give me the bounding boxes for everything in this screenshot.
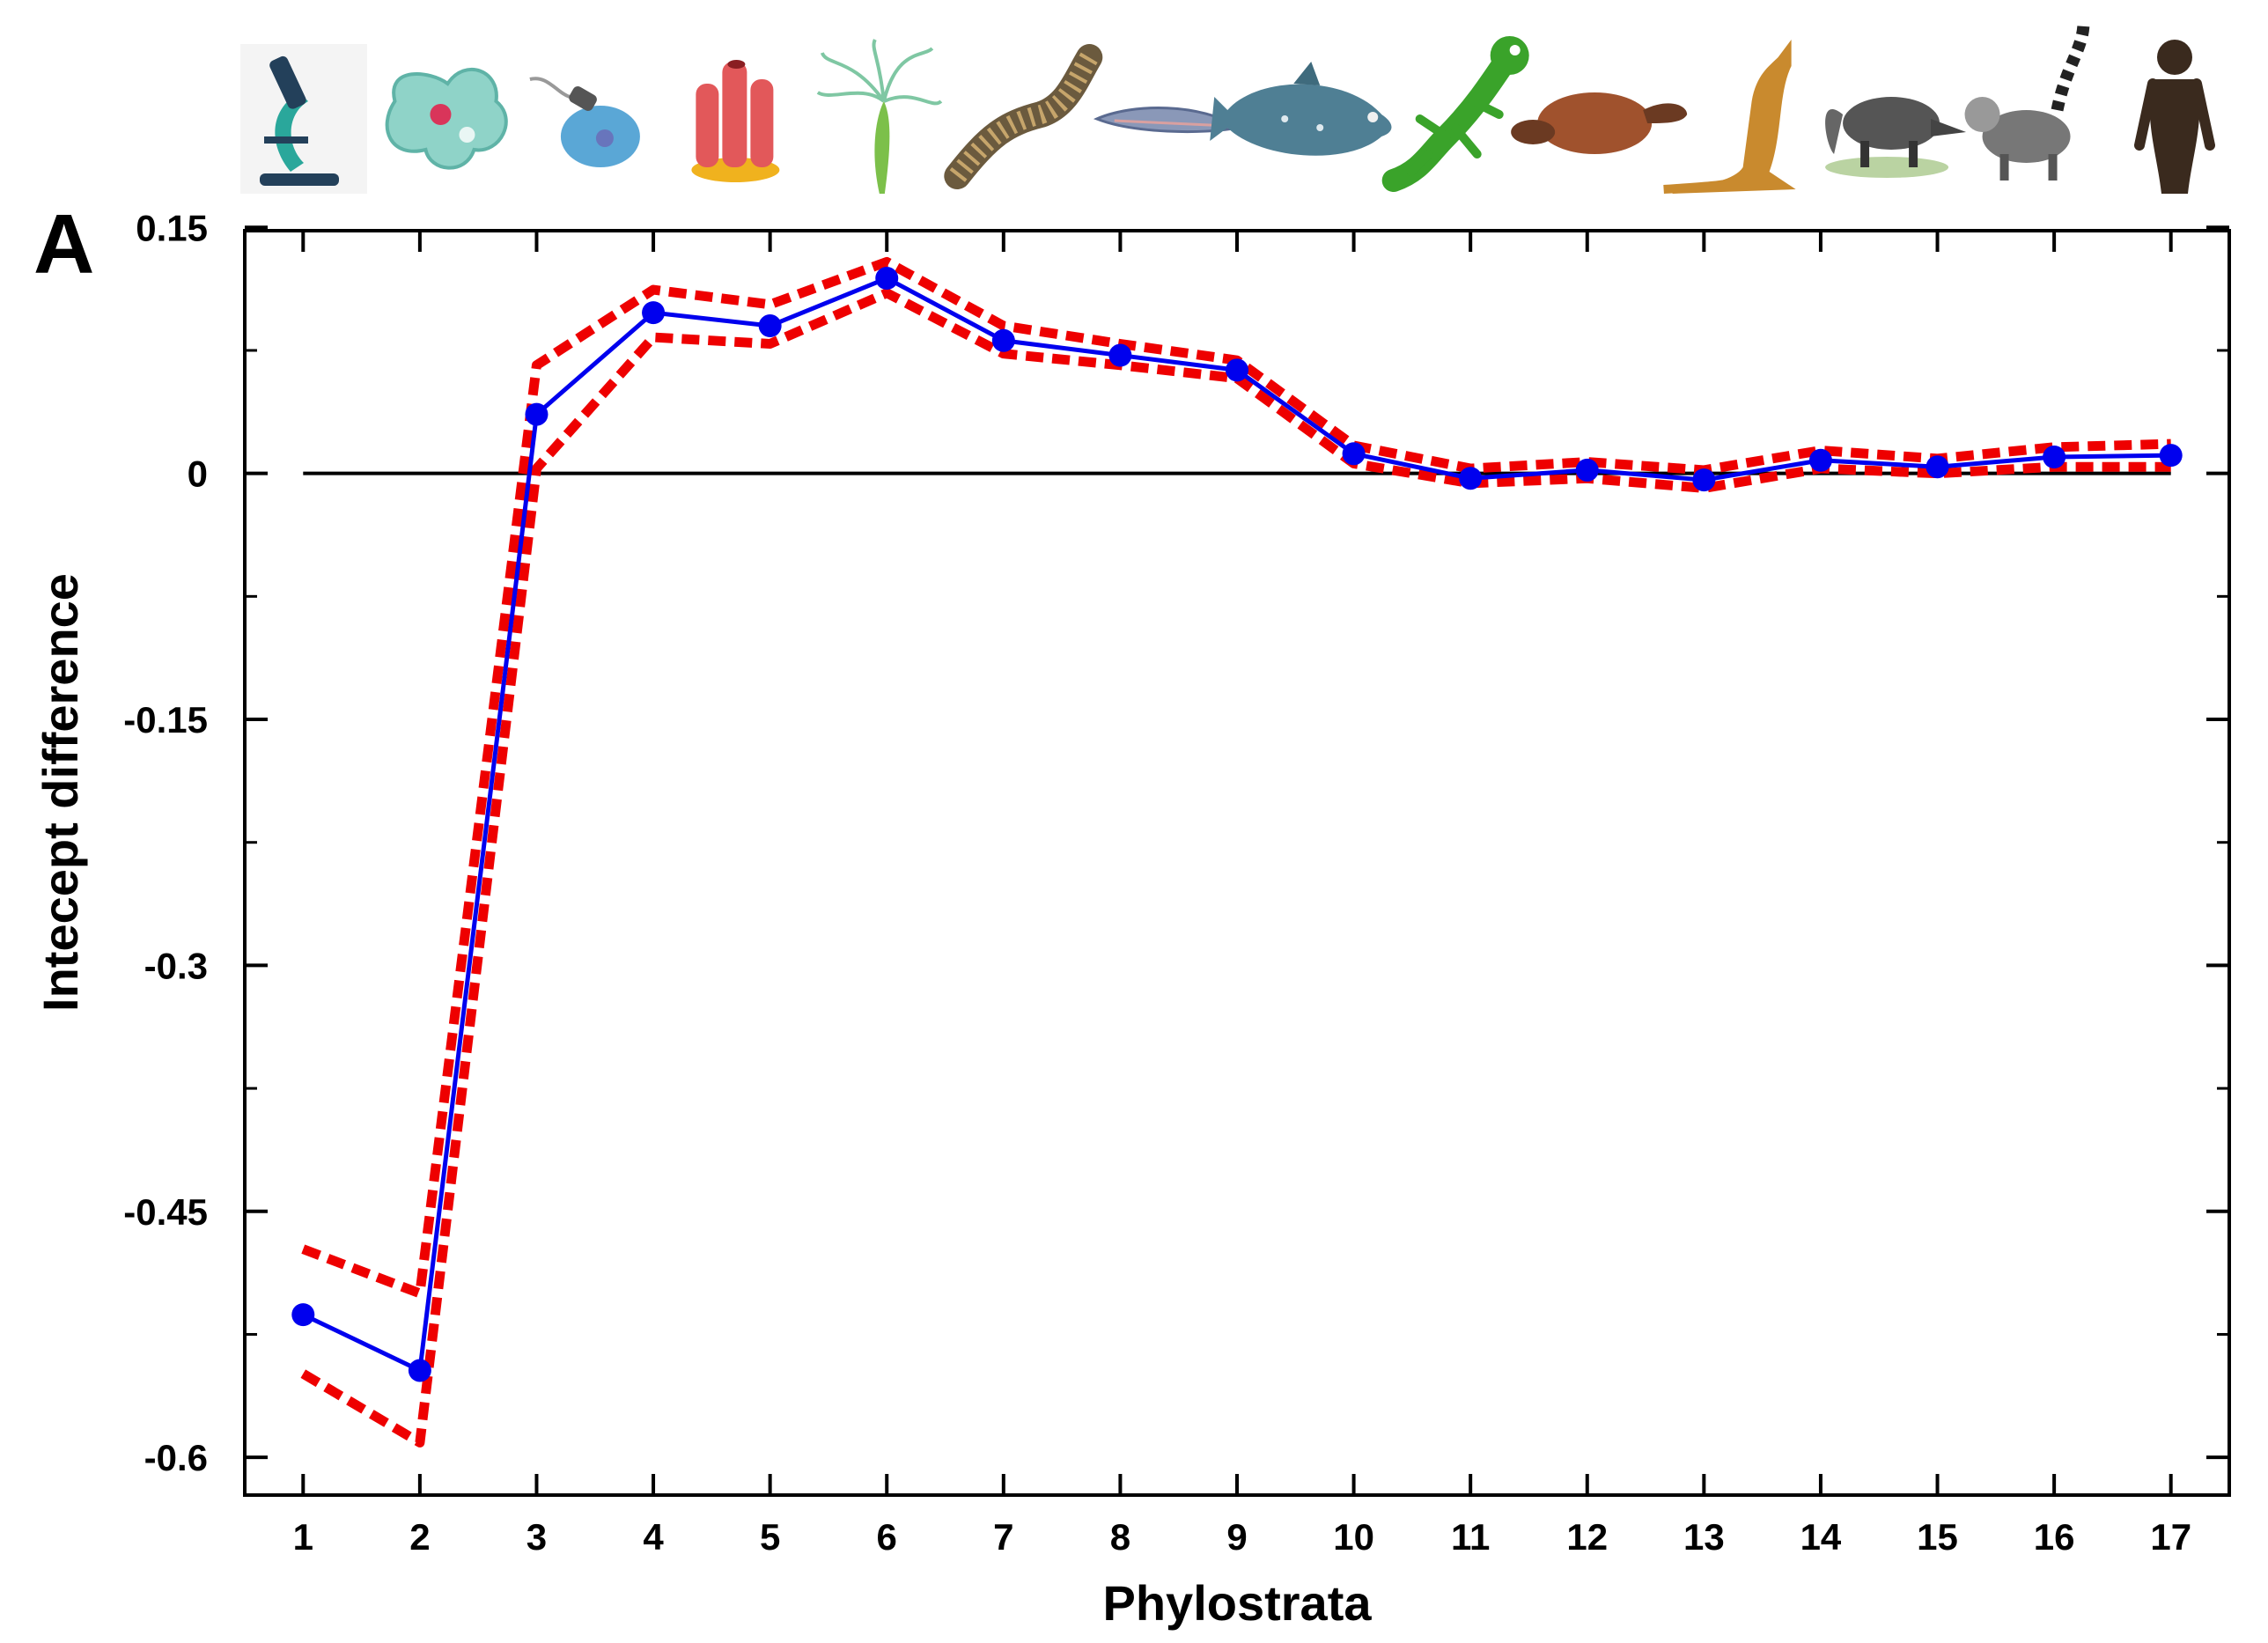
ape-icon bbox=[2134, 40, 2215, 194]
platypus-icon bbox=[1511, 92, 1688, 154]
data-point bbox=[1108, 343, 1132, 367]
lemur-icon bbox=[1964, 21, 2090, 181]
x-tick-label: 7 bbox=[993, 1516, 1013, 1558]
y-axis-title: Intecept difference bbox=[33, 573, 88, 1012]
x-tick-label: 2 bbox=[409, 1516, 430, 1558]
x-tick-label: 9 bbox=[1226, 1516, 1247, 1558]
microscope-icon bbox=[240, 44, 367, 194]
data-point bbox=[1692, 468, 1716, 492]
y-ticks: 0.15 0 -0.15 -0.3 -0.45 -0.6 bbox=[123, 207, 2229, 1478]
data-point bbox=[291, 1303, 315, 1327]
x-tick-label: 11 bbox=[1451, 1516, 1490, 1558]
icons-strip bbox=[240, 21, 2215, 194]
y-tick-label: 0 bbox=[188, 453, 208, 495]
y-tick-label: -0.45 bbox=[123, 1191, 208, 1233]
data-point bbox=[2159, 444, 2183, 468]
x-tick-label: 12 bbox=[1566, 1516, 1608, 1558]
data-point bbox=[525, 402, 549, 426]
x-ticks: 1 2 3 4 5 6 7 8 9 10 11 12 13 14 15 16 17 bbox=[293, 231, 2191, 1558]
series-line-intercept-difference bbox=[302, 276, 2171, 1373]
anteater-icon bbox=[1825, 97, 1967, 178]
x-tick-label: 1 bbox=[293, 1516, 313, 1558]
series-layer bbox=[291, 256, 2183, 1448]
x-tick-label: 15 bbox=[1917, 1516, 1958, 1558]
data-point bbox=[1808, 448, 1832, 472]
data-point bbox=[642, 301, 666, 325]
lancelet-icon bbox=[1093, 107, 1241, 134]
x-tick-label: 3 bbox=[526, 1516, 547, 1558]
y-tick-label: 0.15 bbox=[136, 207, 208, 248]
x-axis-title: Phylostrata bbox=[1103, 1575, 1373, 1631]
x-tick-label: 4 bbox=[643, 1516, 664, 1558]
series-line-upper-confidence-bound bbox=[301, 256, 2171, 1299]
data-point bbox=[991, 328, 1015, 352]
data-point bbox=[408, 1359, 431, 1382]
amoeba-icon bbox=[385, 67, 508, 170]
y-tick-label: -0.15 bbox=[123, 699, 208, 740]
x-tick-label: 13 bbox=[1683, 1516, 1725, 1558]
x-tick-label: 10 bbox=[1333, 1516, 1374, 1558]
lizard-icon bbox=[1381, 36, 1529, 192]
x-tick-label: 8 bbox=[1110, 1516, 1130, 1558]
data-point bbox=[875, 267, 899, 291]
x-tick-label: 17 bbox=[2150, 1516, 2191, 1558]
flagellate-icon bbox=[529, 77, 640, 167]
data-point bbox=[1342, 442, 1366, 466]
worm-icon bbox=[944, 44, 1103, 189]
panel-label: A bbox=[33, 197, 94, 291]
x-tick-label: 6 bbox=[877, 1516, 897, 1558]
data-point bbox=[1575, 458, 1599, 482]
x-tick-label: 14 bbox=[1800, 1516, 1842, 1558]
y-tick-label: -0.6 bbox=[144, 1437, 208, 1478]
x-tick-label: 5 bbox=[760, 1516, 780, 1558]
y-tick-label: -0.3 bbox=[144, 945, 208, 986]
data-point bbox=[2043, 446, 2066, 469]
x-tick-label: 16 bbox=[2034, 1516, 2075, 1558]
sponge-icon bbox=[691, 60, 780, 182]
data-point bbox=[1226, 358, 1248, 382]
coelacanth-icon bbox=[1210, 62, 1392, 156]
data-point bbox=[758, 314, 782, 338]
data-point bbox=[1926, 455, 1949, 479]
hydra-icon bbox=[816, 39, 943, 194]
data-point bbox=[1459, 467, 1483, 490]
kangaroo-icon bbox=[1663, 40, 1796, 194]
